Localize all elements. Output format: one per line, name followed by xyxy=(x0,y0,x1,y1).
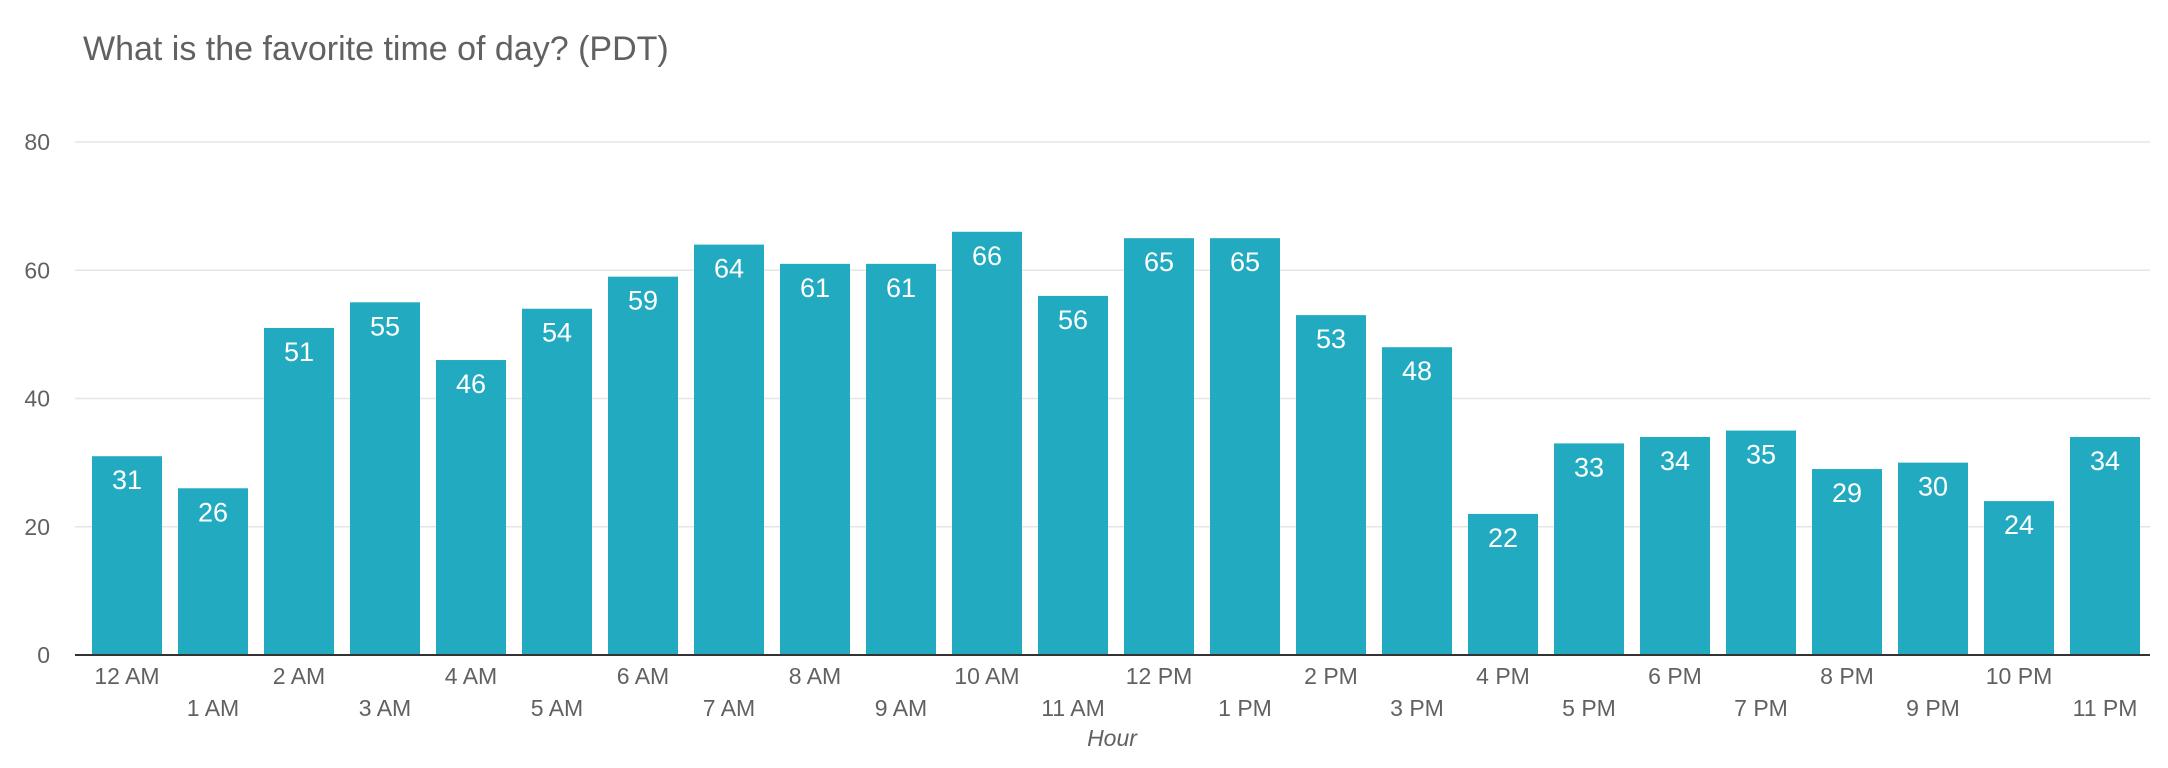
data-label: 30 xyxy=(1918,472,1948,502)
x-tick-label: 1 AM xyxy=(187,695,239,721)
x-tick-label: 9 AM xyxy=(875,695,927,721)
data-label: 29 xyxy=(1832,478,1862,508)
y-tick-label: 80 xyxy=(24,129,50,155)
data-label: 59 xyxy=(628,286,658,316)
bar xyxy=(1726,430,1796,655)
data-labels: 31 26 51 55 46 54 59 64 61 61 66 56 65 65 53 48 22 33 34 35… xyxy=(112,241,2120,553)
y-tick-label: 60 xyxy=(24,257,50,283)
data-label: 61 xyxy=(800,273,830,303)
bar xyxy=(1210,238,1280,655)
data-label: 34 xyxy=(1660,446,1690,476)
data-label: 22 xyxy=(1488,523,1518,553)
data-label: 51 xyxy=(284,337,314,367)
x-tick-label: 2 PM xyxy=(1304,663,1358,689)
x-axis-title: Hour xyxy=(1087,725,1138,751)
bar xyxy=(866,263,936,655)
x-tick-label: 8 AM xyxy=(789,663,841,689)
x-tick-label: 7 AM xyxy=(703,695,755,721)
x-tick-label: 8 PM xyxy=(1820,663,1874,689)
bar xyxy=(92,456,162,655)
bar xyxy=(780,263,850,655)
data-label: 24 xyxy=(2004,510,2034,540)
x-axis-ticks: 12 AM 1 AM 2 AM 3 AM 4 AM 5 AM 6 AM 7 AM 8 AM 9 A… xyxy=(94,663,2137,721)
bar xyxy=(1468,513,1538,655)
data-label: 61 xyxy=(886,273,916,303)
bar xyxy=(2070,436,2140,655)
x-tick-label: 3 PM xyxy=(1390,695,1444,721)
x-tick-label: 6 AM xyxy=(617,663,669,689)
bar xyxy=(1296,315,1366,655)
data-label: 33 xyxy=(1574,452,1604,482)
x-tick-label: 6 PM xyxy=(1648,663,1702,689)
x-tick-label: 3 AM xyxy=(359,695,411,721)
bar xyxy=(350,302,420,655)
data-label: 46 xyxy=(456,369,486,399)
y-tick-label: 40 xyxy=(24,386,50,412)
data-label: 35 xyxy=(1746,440,1776,470)
bar xyxy=(1812,469,1882,655)
data-label: 54 xyxy=(542,318,572,348)
x-tick-label: 11 AM xyxy=(1041,695,1105,721)
data-label: 26 xyxy=(198,497,228,527)
bar xyxy=(436,360,506,655)
bar xyxy=(1382,347,1452,655)
x-tick-label: 2 AM xyxy=(273,663,325,689)
x-tick-label: 4 PM xyxy=(1476,663,1530,689)
data-label: 55 xyxy=(370,311,400,341)
data-label: 65 xyxy=(1230,247,1260,277)
bar xyxy=(1640,436,1710,655)
bar xyxy=(694,244,764,655)
data-label: 64 xyxy=(714,254,744,284)
y-tick-label: 20 xyxy=(24,514,50,540)
gridlines xyxy=(75,141,2150,528)
data-label: 65 xyxy=(1144,247,1174,277)
data-label: 31 xyxy=(112,465,142,495)
bar xyxy=(952,231,1022,655)
x-tick-label: 5 AM xyxy=(531,695,583,721)
x-tick-label: 10 AM xyxy=(954,663,1019,689)
x-tick-label: 4 AM xyxy=(445,663,497,689)
x-tick-label: 12 AM xyxy=(94,663,159,689)
x-tick-label: 9 PM xyxy=(1906,695,1960,721)
bar xyxy=(178,488,248,655)
bar xyxy=(1038,295,1108,655)
x-tick-label: 10 PM xyxy=(1986,663,2052,689)
x-tick-label: 11 PM xyxy=(2073,695,2138,721)
bar xyxy=(264,327,334,655)
data-label: 66 xyxy=(972,241,1002,271)
bar xyxy=(522,308,592,655)
x-tick-label: 12 PM xyxy=(1126,663,1192,689)
data-label: 56 xyxy=(1058,305,1088,335)
x-tick-label: 5 PM xyxy=(1562,695,1616,721)
bars xyxy=(92,231,2140,655)
y-axis-ticks: 0 20 40 60 80 xyxy=(24,129,50,668)
bar xyxy=(1984,501,2054,655)
chart-title: What is the favorite time of day? (PDT) xyxy=(83,30,669,68)
bar xyxy=(1554,443,1624,655)
bar xyxy=(1898,462,1968,655)
data-label: 34 xyxy=(2090,446,2120,476)
x-tick-label: 7 PM xyxy=(1734,695,1788,721)
data-label: 48 xyxy=(1402,356,1432,386)
bar xyxy=(1124,238,1194,655)
y-tick-label: 0 xyxy=(37,642,50,668)
data-label: 53 xyxy=(1316,324,1346,354)
bar xyxy=(608,276,678,655)
x-tick-label: 1 PM xyxy=(1218,695,1272,721)
